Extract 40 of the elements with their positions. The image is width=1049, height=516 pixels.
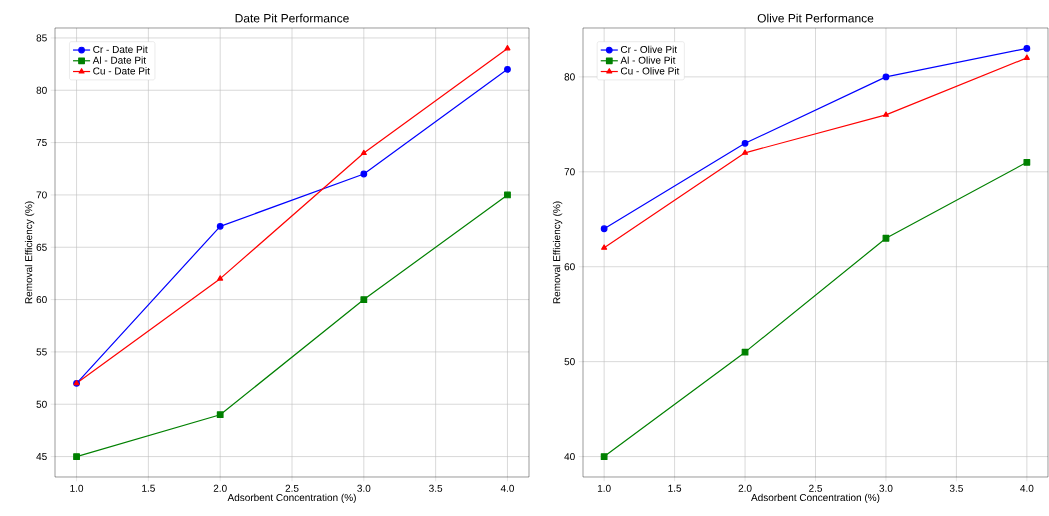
legend-label: Cu - Date Pit [93, 67, 150, 75]
x-tick-label: 1.0 [597, 484, 611, 492]
x-tick-label: 3.5 [949, 484, 963, 492]
legend-label: Cr - Olive Pit [620, 45, 678, 53]
y-axis-title: Removal Efficiency (%) [552, 201, 563, 304]
y-tick-label: 75 [36, 139, 47, 147]
x-tick-label: 1.0 [70, 484, 84, 492]
y-tick-label: 70 [36, 191, 47, 199]
legend-label: Cr - Date Pit [93, 45, 148, 53]
legend-label: Cu - Olive Pit [620, 67, 680, 75]
x-axis-title: Adsorbent Concentration (%) [227, 493, 356, 504]
x-tick-label: 4.0 [1020, 484, 1034, 492]
y-tick-label: 65 [36, 243, 47, 251]
y-tick-label: 55 [36, 348, 47, 356]
chart-title: Date Pit Performance [235, 13, 349, 23]
x-tick-label: 3.0 [879, 484, 893, 492]
x-tick-label: 3.5 [429, 484, 443, 492]
y-tick-label: 60 [564, 263, 575, 271]
y-tick-label: 60 [36, 296, 47, 304]
x-tick-label: 2.5 [285, 484, 299, 492]
x-tick-label: 2.5 [809, 484, 823, 492]
x-tick-label: 4.0 [500, 484, 515, 492]
y-axis-title: Removal Efficiency (%) [24, 201, 35, 304]
y-tick-label: 70 [564, 168, 575, 176]
x-axis-title: Adsorbent Concentration (%) [751, 493, 880, 504]
y-tick-label: 80 [36, 86, 47, 94]
x-tick-label: 2.0 [213, 484, 227, 492]
x-tick-label: 1.5 [668, 484, 682, 492]
y-tick-label: 50 [564, 358, 575, 366]
x-tick-label: 2.0 [738, 484, 752, 492]
y-tick-label: 45 [36, 453, 47, 461]
y-tick-label: 85 [36, 34, 47, 42]
y-tick-label: 50 [36, 400, 47, 408]
y-tick-label: 80 [564, 73, 575, 81]
chart-title: Olive Pit Performance [757, 13, 874, 23]
legend-label: Al - Olive Pit [620, 56, 676, 64]
y-tick-label: 40 [564, 453, 575, 461]
x-tick-label: 1.5 [142, 484, 155, 492]
x-tick-label: 3.0 [357, 484, 371, 492]
legend-label: Al - Date Pit [92, 56, 146, 64]
